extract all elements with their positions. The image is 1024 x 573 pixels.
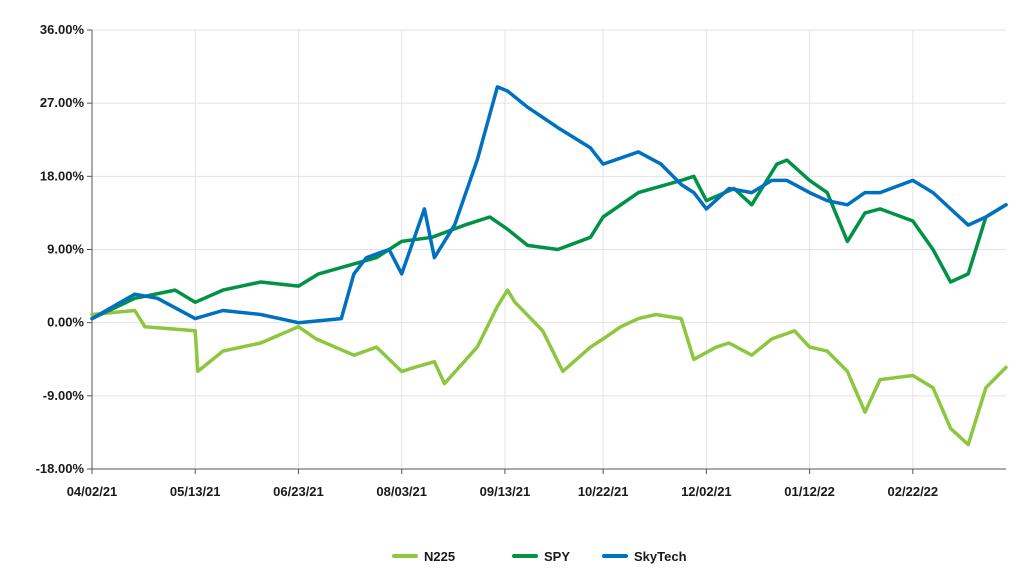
series-line-spy xyxy=(90,158,1008,321)
x-tick-label: 04/02/21 xyxy=(67,484,118,499)
y-tick-label: 36.00% xyxy=(40,22,85,37)
series-line-n225 xyxy=(90,288,1008,447)
x-tick-label: 02/22/22 xyxy=(888,484,939,499)
y-tick-label: 27.00% xyxy=(40,95,85,110)
y-tick-label: 18.00% xyxy=(40,168,85,183)
x-tick-label: 10/22/21 xyxy=(578,484,629,499)
x-tick-label: 01/12/22 xyxy=(784,484,835,499)
legend-label-n225: N225 xyxy=(424,549,455,564)
y-tick-label: 0.00% xyxy=(47,315,84,330)
x-tick-label: 06/23/21 xyxy=(273,484,324,499)
legend-label-skytech: SkyTech xyxy=(634,549,687,564)
y-tick-label: -9.00% xyxy=(43,388,85,403)
x-tick-label: 09/13/21 xyxy=(480,484,531,499)
x-tick-label: 12/02/21 xyxy=(681,484,732,499)
y-tick-label: -18.00% xyxy=(36,461,85,476)
x-tick-label: 08/03/21 xyxy=(376,484,427,499)
x-tick-label: 05/13/21 xyxy=(170,484,221,499)
y-tick-label: 9.00% xyxy=(47,242,84,257)
series-line-skytech xyxy=(90,85,1008,325)
legend-label-spy: SPY xyxy=(544,549,570,564)
